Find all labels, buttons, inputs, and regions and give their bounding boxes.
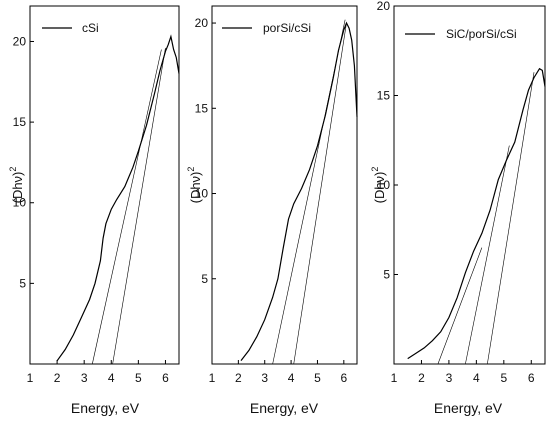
tangent-line xyxy=(293,23,347,365)
data-curve xyxy=(407,67,546,360)
legend-label: cSi xyxy=(82,21,99,35)
chart-panel-csi: 1 2 3 4 5 6 5 10 15 20 cSi Energy, eV (Dhν)2 xyxy=(8,5,180,416)
y-tick-label: 20 xyxy=(377,0,391,13)
tangent-line xyxy=(92,49,162,365)
chart-panel-sic: 1 2 3 4 5 6 5 10 15 20 SiC/porSi/cSi Energy, eV (… xyxy=(370,0,546,416)
x-tick-label: 6 xyxy=(340,371,347,385)
y-tick-label: 15 xyxy=(195,101,209,115)
tangent-line xyxy=(112,47,166,365)
x-tick-label: 6 xyxy=(162,371,169,385)
x-tick-label: 1 xyxy=(391,371,398,385)
x-axis-label: Energy, eV xyxy=(434,400,503,416)
x-tick-label: 2 xyxy=(418,371,425,385)
plot-frame xyxy=(393,5,546,365)
y-tick-label: 10 xyxy=(377,178,391,192)
y-tick-label: 20 xyxy=(13,34,27,48)
tangent-lines xyxy=(272,19,347,365)
x-tick-label: 2 xyxy=(54,371,61,385)
legend: SiC/porSi/cSi xyxy=(405,27,517,41)
y-axis-label: (Dhν)2 xyxy=(8,167,25,204)
y-axis-label: (Dhν)2 xyxy=(370,167,387,204)
x-tick-label: 6 xyxy=(528,371,535,385)
axis-ticks: 1 2 3 4 5 6 5 10 15 20 xyxy=(195,16,348,385)
legend-label: SiC/porSi/cSi xyxy=(446,27,517,41)
data-curve xyxy=(56,34,180,362)
axis-ticks: 1 2 3 4 5 6 5 10 15 20 xyxy=(377,0,535,385)
x-tick-label: 5 xyxy=(135,371,142,385)
plot-frame xyxy=(29,5,180,365)
x-tick-label: 4 xyxy=(288,371,295,385)
x-tick-label: 2 xyxy=(235,371,242,385)
y-tick-label: 5 xyxy=(383,268,390,282)
data-curve xyxy=(240,21,358,361)
y-tick-label: 5 xyxy=(19,276,26,290)
x-tick-label: 4 xyxy=(108,371,115,385)
legend: cSi xyxy=(42,21,99,35)
x-tick-label: 3 xyxy=(81,371,88,385)
axis-ticks: 1 2 3 4 5 6 5 10 15 20 xyxy=(13,34,169,385)
x-tick-label: 3 xyxy=(446,371,453,385)
x-tick-label: 5 xyxy=(314,371,321,385)
x-tick-label: 4 xyxy=(473,371,480,385)
x-tick-label: 1 xyxy=(27,371,34,385)
x-tick-label: 1 xyxy=(209,371,216,385)
plot-frame xyxy=(211,5,358,365)
y-tick-label: 10 xyxy=(13,196,27,210)
x-axis-label: Energy, eV xyxy=(250,400,319,416)
x-tick-label: 5 xyxy=(500,371,507,385)
x-axis-label: Energy, eV xyxy=(71,400,140,416)
y-tick-label: 5 xyxy=(201,272,208,286)
legend-label: porSi/cSi xyxy=(263,21,311,35)
tangent-lines xyxy=(92,47,166,365)
y-tick-label: 10 xyxy=(195,187,209,201)
y-axis-label: (Dhν)2 xyxy=(186,167,203,204)
tangent-line xyxy=(487,72,535,365)
y-tick-label: 20 xyxy=(195,16,209,30)
legend: porSi/cSi xyxy=(222,21,311,35)
tangent-line xyxy=(465,145,510,365)
chart-panel-porsi: 1 2 3 4 5 6 5 10 15 20 porSi/cSi Energy, eV (Dhν)… xyxy=(186,5,358,416)
y-tick-label: 15 xyxy=(13,115,27,129)
y-tick-label: 15 xyxy=(377,89,391,103)
tangent-lines xyxy=(437,72,535,365)
x-tick-label: 3 xyxy=(261,371,268,385)
tangent-line xyxy=(437,247,483,365)
